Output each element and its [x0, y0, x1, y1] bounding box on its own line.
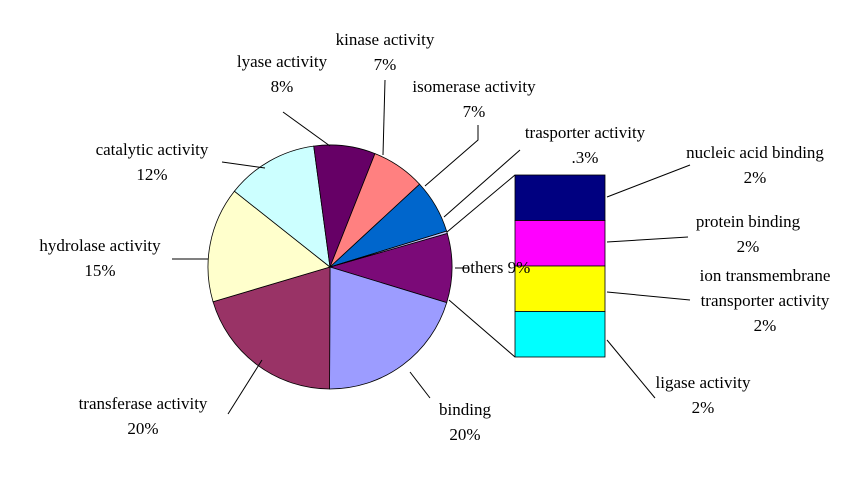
value-label: 20%: [449, 425, 481, 444]
value-label: 2%: [743, 168, 767, 187]
pie-slice: [233, 145, 331, 268]
leader-line: [227, 359, 263, 415]
bar-label: ion transmembrane transporter activity 2%: [685, 263, 845, 338]
value-label: 15%: [84, 261, 116, 280]
bar-label: protein binding 2%: [696, 209, 800, 259]
slice-label: binding 20%: [439, 397, 491, 447]
bar-segment: [514, 265, 606, 312]
value-label: 20%: [127, 419, 159, 438]
category-label: transferase activity: [78, 394, 208, 413]
category-label: kinase activity: [335, 30, 435, 49]
leader-line: [448, 299, 516, 358]
slice-label: lyase activity 8%: [237, 49, 327, 99]
category-label: lyase activity: [236, 52, 328, 71]
others-label: others 9%: [462, 255, 530, 280]
slice-label: catalytic activity 12%: [96, 137, 209, 187]
slice-label: hydrolase activity 15%: [39, 233, 160, 283]
leader-line: [409, 371, 431, 399]
bar-segment: [514, 311, 606, 358]
value-label: 2%: [753, 316, 777, 335]
value-label: 2%: [691, 398, 715, 417]
category-label: trasporter activity: [524, 123, 646, 142]
category-label: binding: [439, 400, 491, 419]
pie-slice: [207, 190, 331, 303]
leader-line: [221, 161, 266, 169]
leader-line: [446, 174, 516, 233]
leader-line: [606, 164, 691, 198]
category-label: nucleic acid binding: [686, 143, 824, 162]
category-label: others: [461, 258, 504, 277]
pie-slice: [329, 266, 448, 390]
slice-label: transferase activity 20%: [79, 391, 208, 441]
value-label: 8%: [270, 77, 294, 96]
category-label: ligase activity: [655, 373, 751, 392]
bar-label: nucleic acid binding 2%: [686, 140, 824, 190]
category-label: isomerase activity: [412, 77, 536, 96]
bar-segment: [514, 174, 606, 221]
value-label: 7%: [373, 55, 397, 74]
bar-label: ligase activity 2%: [656, 370, 751, 420]
category-label: hydrolase activity: [39, 236, 161, 255]
pie-slice: [329, 230, 448, 268]
leader-line: [424, 125, 479, 187]
leader-line: [282, 111, 331, 147]
slice-label: trasporter activity .3%: [525, 120, 645, 170]
slice-label: isomerase activity 7%: [412, 74, 535, 124]
slice-label: kinase activity 7%: [336, 27, 435, 77]
value-label: 2%: [736, 237, 760, 256]
leader-line: [606, 339, 656, 399]
category-label: ion transmembrane transporter activity: [699, 266, 831, 310]
leader-line: [606, 236, 689, 243]
leader-line: [382, 79, 386, 156]
bar-segment: [514, 220, 606, 267]
leader-line: [606, 291, 691, 301]
value-label: 12%: [136, 165, 168, 184]
value-label: 9%: [507, 258, 531, 277]
category-label: protein binding: [695, 212, 801, 231]
category-label: catalytic activity: [95, 140, 209, 159]
value-label: .3%: [571, 148, 599, 167]
value-label: 7%: [462, 102, 486, 121]
pie-slice: [212, 266, 331, 390]
leader-line: [443, 149, 521, 218]
